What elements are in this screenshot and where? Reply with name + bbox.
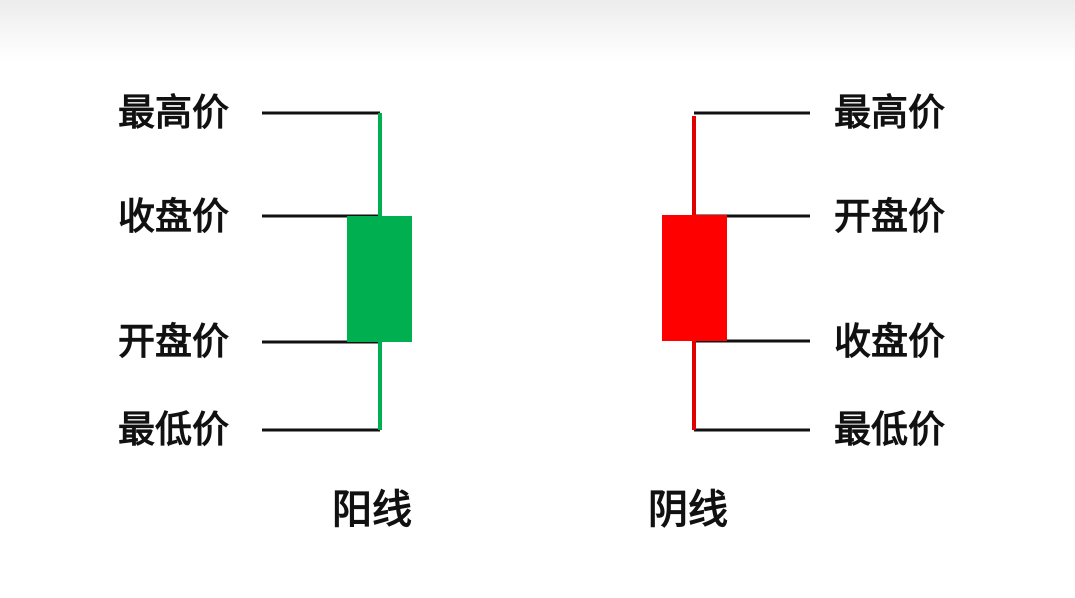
bullish-close-label: 收盘价 — [118, 195, 229, 238]
bearish-candle-body — [662, 215, 727, 341]
bullish-low-label: 最低价 — [118, 408, 229, 451]
bullish-candle-body — [347, 216, 412, 342]
bearish-candle-caption: 阴线 — [648, 487, 728, 533]
bearish-high-label: 最高价 — [834, 91, 945, 134]
bearish-open-label: 开盘价 — [834, 195, 945, 238]
bullish-candle-caption: 阳线 — [332, 487, 412, 533]
bullish-high-label: 最高价 — [118, 91, 229, 134]
bullish-open-label: 开盘价 — [118, 320, 229, 363]
bearish-close-label: 收盘价 — [834, 320, 945, 363]
bearish-low-label: 最低价 — [834, 408, 945, 451]
